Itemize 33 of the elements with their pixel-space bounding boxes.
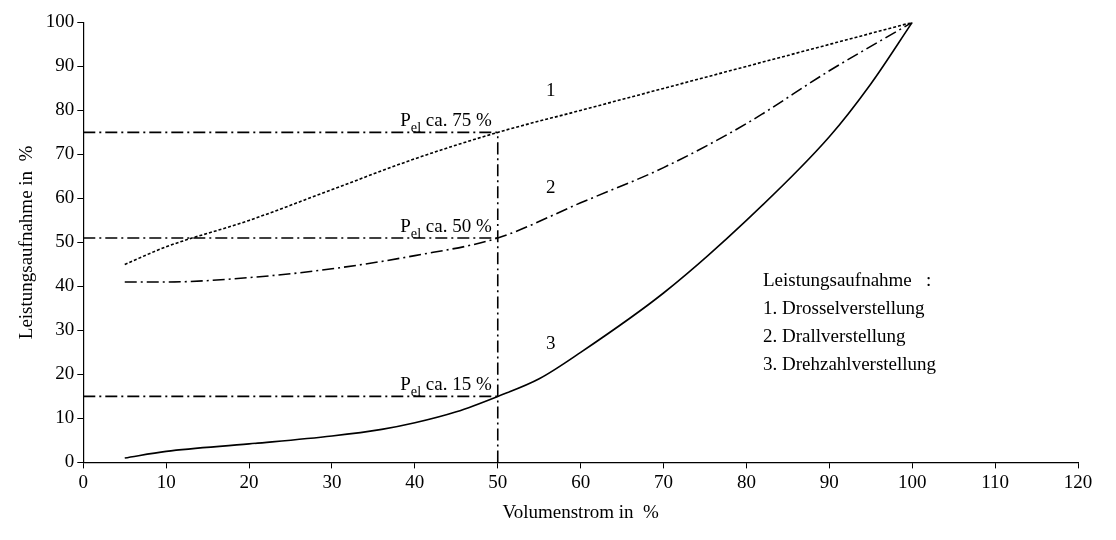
series-label: 1 — [546, 79, 556, 101]
series-label: 3 — [546, 332, 556, 354]
x-tick-label: 20 — [239, 470, 259, 492]
annotation: 3. Drehzahlverstellung — [763, 353, 937, 375]
y-tick-label: 0 — [64, 450, 75, 472]
y-tick-label: 90 — [55, 54, 75, 76]
x-tick-label: 90 — [819, 470, 839, 492]
annotation: 2. Drallverstellung — [763, 325, 906, 347]
y-axis-title: Leistungsaufnahme in % — [15, 145, 37, 340]
x-tick-label: 0 — [78, 470, 89, 492]
x-tick-label: 60 — [571, 470, 591, 492]
x-axis-title: Volumenstrom in % — [502, 500, 660, 522]
x-tick-label: 40 — [405, 470, 425, 492]
y-tick-label: 10 — [55, 406, 75, 428]
y-tick-label: 80 — [55, 98, 75, 120]
x-tick-label: 70 — [654, 470, 674, 492]
annotation: 1. Drosselverstellung — [763, 297, 925, 319]
annotation: Leistungsaufnahme : — [763, 269, 932, 291]
y-tick-label: 30 — [55, 318, 75, 340]
series-label: 2 — [546, 176, 556, 198]
y-tick-label: 100 — [45, 10, 75, 32]
x-tick-label: 80 — [736, 470, 756, 492]
y-tick-label: 50 — [55, 230, 75, 252]
x-tick-label: 120 — [1063, 470, 1093, 492]
y-tick-label: 20 — [55, 362, 75, 384]
y-tick-label: 70 — [55, 142, 75, 164]
y-tick-label: 60 — [55, 186, 75, 208]
x-tick-label: 10 — [156, 470, 176, 492]
x-tick-label: 50 — [488, 470, 508, 492]
x-tick-label: 110 — [981, 470, 1010, 492]
x-tick-label: 100 — [897, 470, 927, 492]
y-tick-label: 40 — [55, 274, 75, 296]
x-tick-label: 30 — [322, 470, 342, 492]
